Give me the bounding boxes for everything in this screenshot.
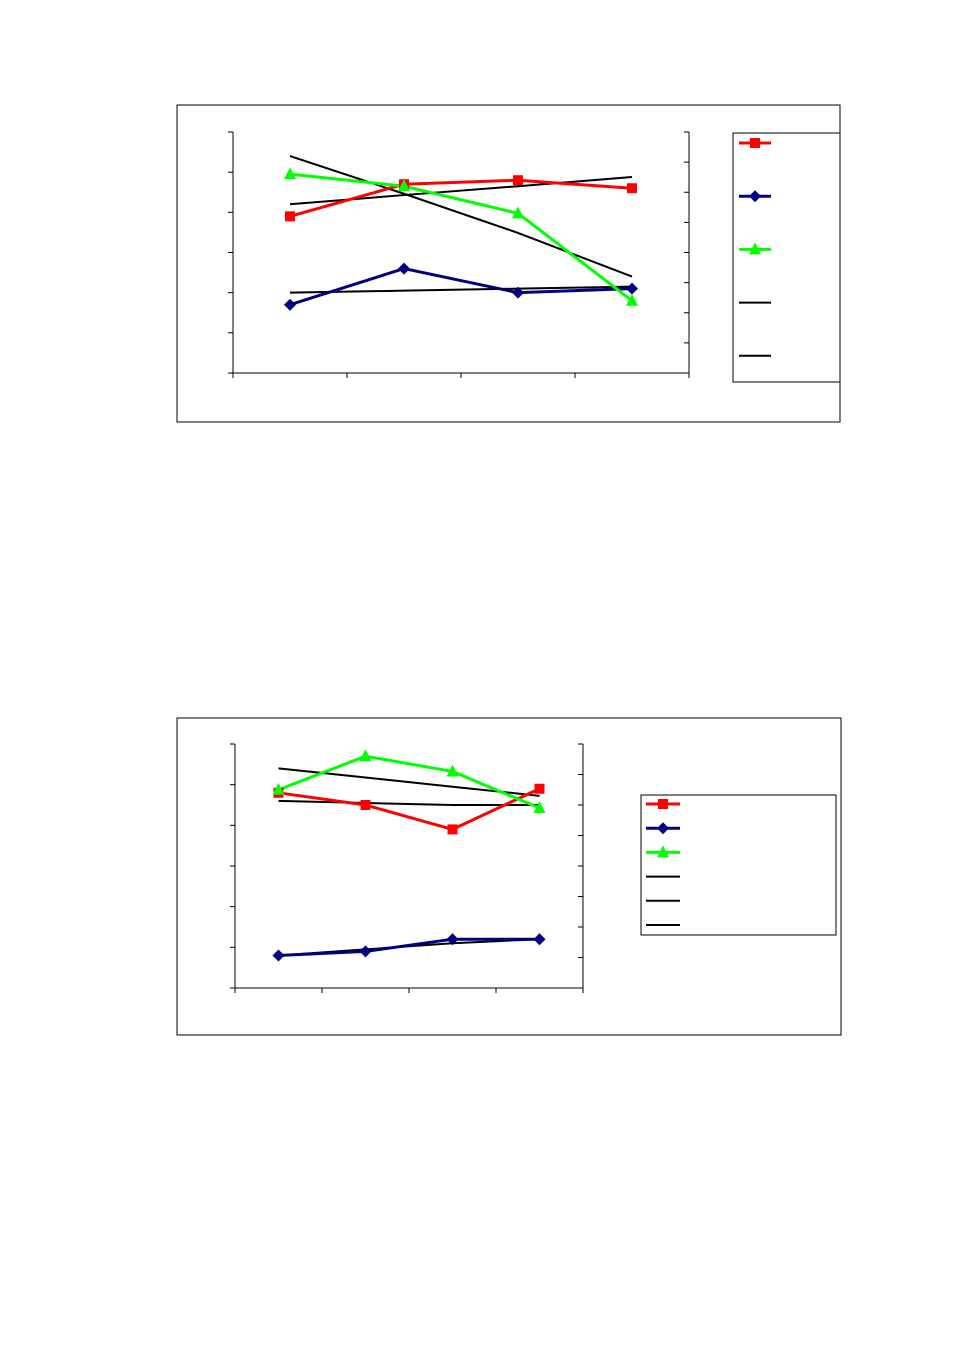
legend-marker-3	[749, 242, 761, 255]
series-3-point	[512, 206, 524, 219]
chart-2	[176, 717, 842, 1036]
series-line-3	[277, 754, 541, 810]
series-1-point	[447, 824, 458, 835]
chart-2-legend-entries	[646, 799, 680, 926]
chart-1-legend-entries	[739, 138, 771, 357]
series-2-point	[512, 286, 524, 299]
series-3-point	[626, 293, 638, 306]
series-2-point	[359, 945, 372, 958]
chart-2-legend	[640, 794, 837, 936]
series-2-point	[284, 298, 296, 311]
series-line-2	[289, 267, 633, 307]
series-line-1	[278, 787, 541, 831]
series-2-point	[272, 949, 285, 962]
legend-marker-2	[749, 190, 761, 203]
series-1-point	[285, 211, 295, 222]
series-line-1	[289, 178, 633, 218]
chart-1-plot-area	[284, 155, 638, 311]
series-line-3	[289, 172, 633, 302]
series-3-point	[398, 179, 410, 192]
series-line-2	[278, 937, 540, 957]
series-1-point	[627, 183, 637, 194]
chart-1-frame	[176, 104, 841, 423]
series-3-point	[359, 749, 372, 762]
legend-marker-3	[657, 845, 669, 858]
chart-1-ticks	[228, 131, 690, 378]
trend-line-4	[278, 799, 540, 806]
series-1-point	[534, 783, 545, 794]
trend-line-5	[289, 155, 633, 278]
chart-2-plot-area	[272, 749, 546, 962]
chart-1-legend	[732, 132, 841, 383]
legend-marker-1	[658, 799, 668, 809]
series-3-point	[272, 782, 285, 795]
legend-marker-1	[750, 138, 760, 148]
chart-2-ticks	[230, 743, 584, 993]
series-2-point	[446, 933, 459, 946]
trend-line-6	[289, 285, 633, 294]
series-1-point	[513, 175, 523, 186]
series-3-point	[284, 167, 296, 180]
series-1-point	[360, 800, 371, 810]
legend-marker-2	[657, 822, 669, 835]
series-2-point	[626, 282, 638, 295]
series-2-point	[533, 933, 546, 946]
chart-1	[176, 104, 841, 423]
series-3-point	[446, 764, 459, 777]
series-3-point	[533, 801, 546, 814]
series-2-point	[398, 262, 410, 275]
